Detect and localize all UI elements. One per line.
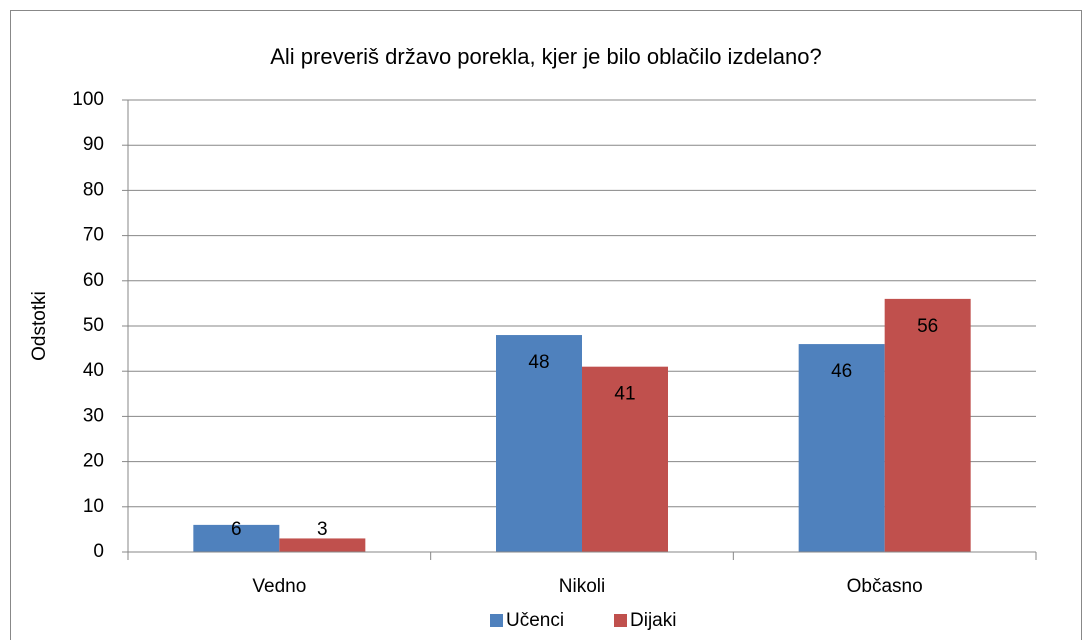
legend-label: Dijaki	[630, 610, 676, 631]
data-label: 56	[917, 316, 938, 337]
bar	[496, 335, 582, 552]
y-tick-label: 70	[83, 225, 104, 246]
bar	[884, 298, 971, 552]
data-label: 3	[317, 519, 328, 540]
data-label: 6	[231, 519, 242, 540]
legend-swatch	[490, 614, 503, 627]
y-tick-label: 90	[83, 134, 104, 155]
y-axis-label: Odstotki	[29, 291, 50, 361]
bar	[279, 538, 366, 552]
y-tick-label: 10	[83, 496, 104, 517]
y-tick-label: 80	[83, 179, 104, 200]
y-tick-label: 100	[72, 89, 104, 110]
bar	[193, 524, 280, 552]
data-label: 41	[614, 384, 635, 405]
bar	[582, 366, 668, 552]
legend-swatch	[614, 614, 627, 627]
y-tick-label: 30	[83, 405, 104, 426]
legend-label: Učenci	[506, 610, 564, 631]
y-tick-label: 20	[83, 451, 104, 472]
y-tick-label: 0	[93, 541, 104, 562]
x-tick-label: Nikoli	[559, 576, 605, 597]
y-tick-label: 40	[83, 360, 104, 381]
y-tick-label: 50	[83, 315, 104, 336]
data-label: 46	[831, 361, 852, 382]
chart-title: Ali preveriš državo porekla, kjer je bil…	[270, 44, 822, 69]
y-tick-label: 60	[83, 270, 104, 291]
bar	[798, 344, 885, 552]
data-label: 48	[528, 352, 549, 373]
x-tick-label: Občasno	[847, 576, 923, 597]
x-tick-label: Vedno	[252, 576, 306, 597]
